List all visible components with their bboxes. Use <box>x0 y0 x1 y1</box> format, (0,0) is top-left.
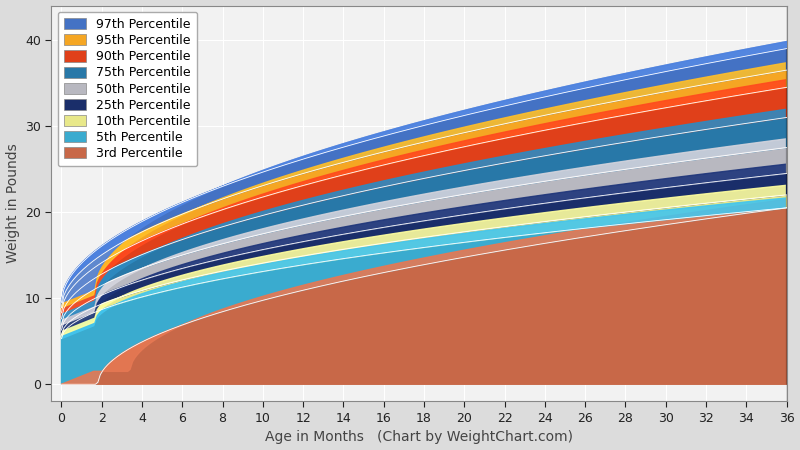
Polygon shape <box>62 36 800 302</box>
Polygon shape <box>62 104 800 319</box>
Polygon shape <box>786 36 800 70</box>
Polygon shape <box>62 117 786 325</box>
Legend: 97th Percentile, 95th Percentile, 90th Percentile, 75th Percentile, 50th Percent: 97th Percentile, 95th Percentile, 90th P… <box>58 12 198 166</box>
Polygon shape <box>62 182 800 335</box>
Polygon shape <box>786 195 800 384</box>
Polygon shape <box>62 195 786 339</box>
Polygon shape <box>94 182 800 326</box>
Polygon shape <box>94 104 800 312</box>
Polygon shape <box>62 70 786 313</box>
Polygon shape <box>62 148 786 330</box>
Polygon shape <box>786 74 800 117</box>
Polygon shape <box>786 182 800 208</box>
Polygon shape <box>62 161 800 330</box>
Polygon shape <box>786 104 800 148</box>
Polygon shape <box>786 161 800 195</box>
Polygon shape <box>786 57 800 87</box>
Polygon shape <box>62 173 786 335</box>
Polygon shape <box>62 208 786 384</box>
Y-axis label: Weight in Pounds: Weight in Pounds <box>6 144 19 263</box>
Polygon shape <box>62 195 800 384</box>
Polygon shape <box>94 57 800 300</box>
Polygon shape <box>94 135 800 317</box>
Polygon shape <box>786 195 800 208</box>
Polygon shape <box>62 87 786 319</box>
Polygon shape <box>62 195 800 339</box>
Polygon shape <box>786 0 800 401</box>
Polygon shape <box>62 49 786 308</box>
Polygon shape <box>94 195 800 371</box>
Polygon shape <box>94 161 800 322</box>
Polygon shape <box>62 57 800 308</box>
X-axis label: Age in Months   (Chart by WeightChart.com): Age in Months (Chart by WeightChart.com) <box>265 431 573 445</box>
Polygon shape <box>62 135 800 325</box>
Polygon shape <box>94 36 800 295</box>
Polygon shape <box>62 74 800 313</box>
Polygon shape <box>62 208 786 384</box>
Polygon shape <box>51 0 800 5</box>
Polygon shape <box>94 195 800 371</box>
Polygon shape <box>94 74 800 306</box>
Polygon shape <box>786 135 800 173</box>
